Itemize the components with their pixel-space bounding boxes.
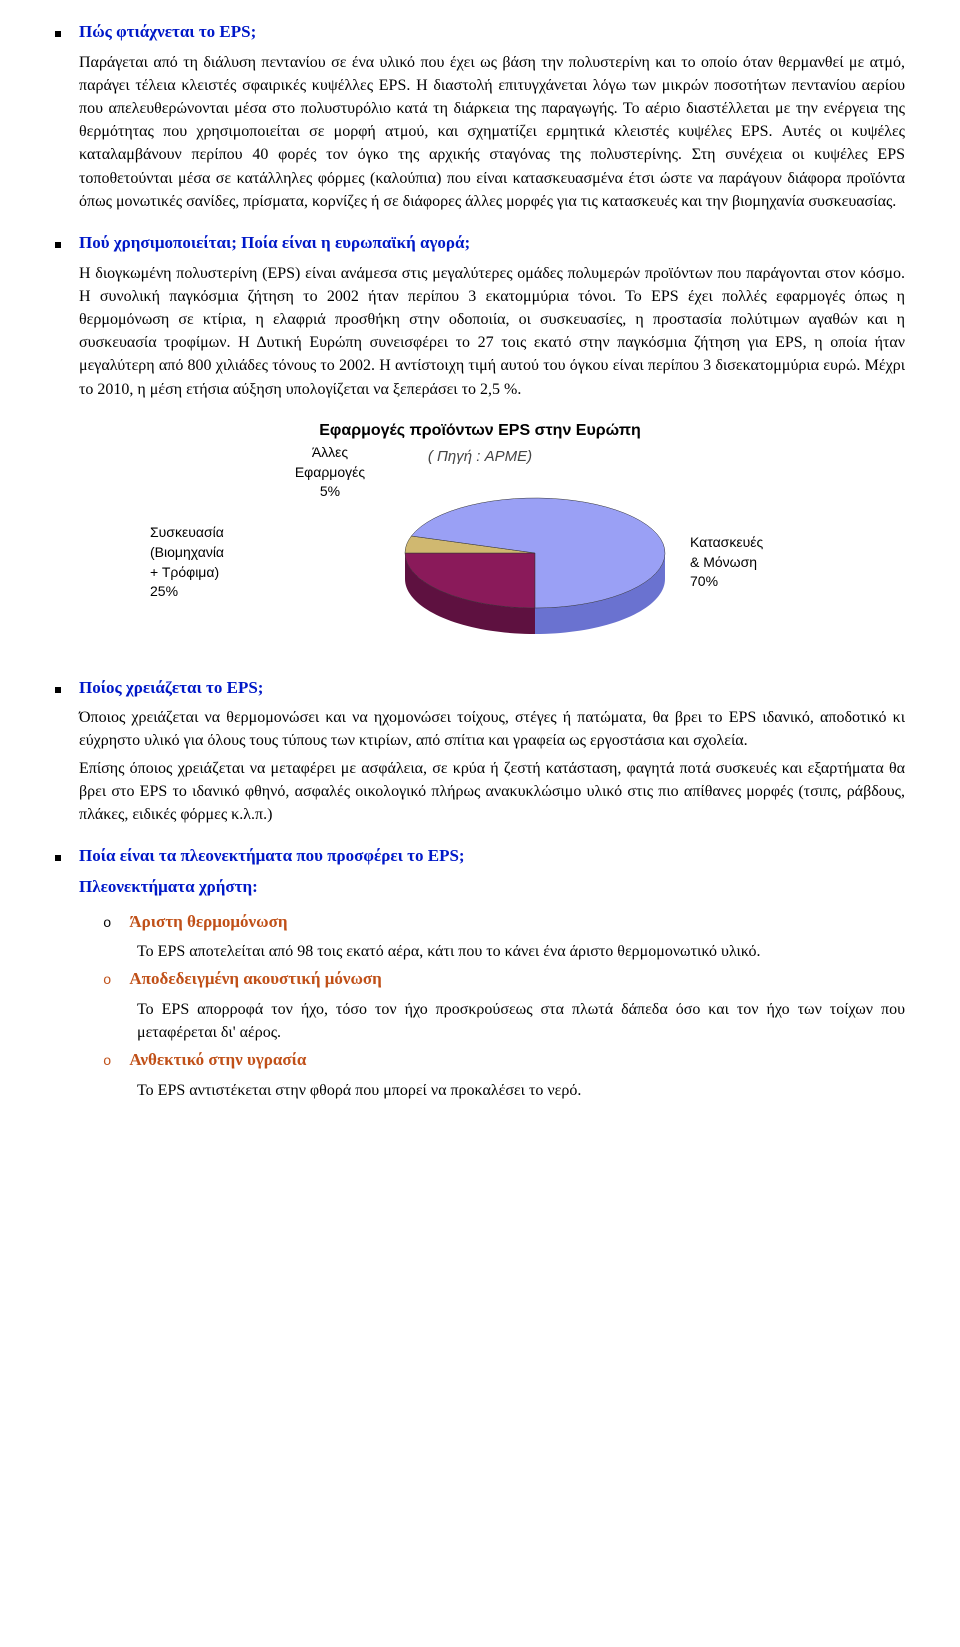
pie-chart-container: Εφαρμογές προϊόντων EPS στην Ευρώπη ( Πη…: [120, 419, 840, 648]
section-who-needs: Ποίος χρειάζεται το EPS; Όποιος χρειάζετ…: [55, 676, 905, 827]
body-who-needs-1: Όποιος χρειάζεται να θερμομονώσει και να…: [79, 706, 905, 752]
section-advantages: Ποία είναι τα πλεονεκτήματα που προσφέρε…: [55, 844, 905, 1102]
advantage-body-1: Το EPS αποτελείται από 98 τοις εκατό αέρ…: [137, 940, 905, 963]
sub-bullet-row: o Αποδεδειγμένη ακουστική μόνωση: [103, 967, 905, 992]
advantage-item-1: o Άριστη θερμομόνωση Το EPS αποτελείται …: [55, 910, 905, 964]
bullet-icon: [55, 31, 61, 37]
sub-bullet-icon: o: [103, 971, 111, 991]
bullet-heading-row: Πού χρησιμοποιείται; Ποία είναι η ευρωπα…: [55, 231, 905, 256]
section-where-used: Πού χρησιμοποιείται; Ποία είναι η ευρωπα…: [55, 231, 905, 401]
advantage-item-3: o Ανθεκτικό στην υγρασία Το EPS αντιστέκ…: [55, 1048, 905, 1102]
heading-who-needs: Ποίος χρειάζεται το EPS;: [79, 676, 263, 701]
body-where-used: Η διογκωμένη πολυστερίνη (EPS) είναι ανά…: [79, 262, 905, 401]
chart-label-other: Άλλες Εφαρμογές 5%: [280, 443, 380, 502]
chart-subtitle: ( Πηγή : APME): [120, 446, 840, 468]
bullet-icon: [55, 687, 61, 693]
advantage-title-1: Άριστη θερμομόνωση: [129, 910, 287, 935]
sub-bullet-icon: o: [103, 1052, 111, 1072]
sub-bullet-row: o Ανθεκτικό στην υγρασία: [103, 1048, 905, 1073]
bullet-heading-row: Πώς φτιάχνεται το EPS;: [55, 20, 905, 45]
chart-label-construction: Κατασκευές & Μόνωση 70%: [690, 533, 810, 592]
heading-advantages: Ποία είναι τα πλεονεκτήματα που προσφέρε…: [79, 844, 465, 869]
bullet-icon: [55, 855, 61, 861]
chart-label-packaging: Συσκευασία (Βιομηχανία + Τρόφιμα) 25%: [150, 523, 270, 601]
chart-body: Συσκευασία (Βιομηχανία + Τρόφιμα) 25% Άλ…: [120, 478, 840, 648]
heading-how-made: Πώς φτιάχνεται το EPS;: [79, 20, 256, 45]
pie-chart-svg: [390, 478, 680, 648]
bullet-icon: [55, 242, 61, 248]
advantage-body-3: Το EPS αντιστέκεται στην φθορά που μπορε…: [137, 1079, 905, 1102]
advantage-title-3: Ανθεκτικό στην υγρασία: [129, 1048, 306, 1073]
bullet-heading-row: Ποία είναι τα πλεονεκτήματα που προσφέρε…: [55, 844, 905, 869]
advantage-body-2: Το EPS απορροφά τον ήχο, τόσο τον ήχο πρ…: [137, 998, 905, 1044]
body-who-needs-2: Επίσης όποιος χρειάζεται να μεταφέρει με…: [79, 757, 905, 827]
chart-title: Εφαρμογές προϊόντων EPS στην Ευρώπη: [120, 419, 840, 442]
bullet-heading-row: Ποίος χρειάζεται το EPS;: [55, 676, 905, 701]
advantage-title-2: Αποδεδειγμένη ακουστική μόνωση: [129, 967, 381, 992]
sub-bullet-icon: o: [103, 914, 111, 934]
advantages-subtitle: Πλεονεκτήματα χρήστη:: [79, 875, 905, 900]
body-how-made: Παράγεται από τη διάλυση πεντανίου σε έν…: [79, 51, 905, 213]
section-how-made: Πώς φτιάχνεται το EPS; Παράγεται από τη …: [55, 20, 905, 213]
sub-bullet-row: o Άριστη θερμομόνωση: [103, 910, 905, 935]
advantage-item-2: o Αποδεδειγμένη ακουστική μόνωση Το EPS …: [55, 967, 905, 1044]
heading-where-used: Πού χρησιμοποιείται; Ποία είναι η ευρωπα…: [79, 231, 470, 256]
